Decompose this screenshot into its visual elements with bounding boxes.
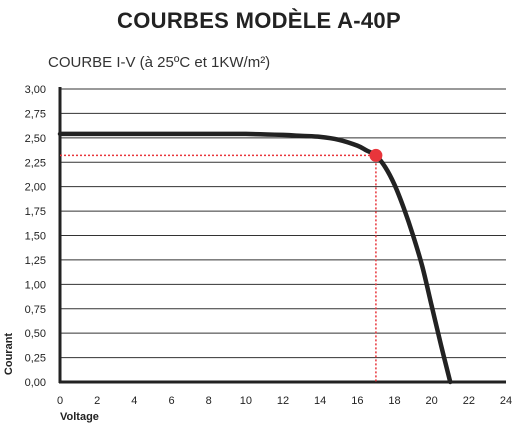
grid-lines [60,88,506,359]
y-tick-label: 1,75 [25,206,46,218]
y-tick-label: 1,25 [25,255,46,267]
x-tick-label: 0 [57,395,63,407]
x-tick-label: 18 [388,395,400,407]
y-tick-label: 0,75 [25,304,46,316]
x-tick-label: 14 [314,395,326,407]
x-tick-label: 20 [426,395,438,407]
x-tick-label: 22 [463,395,475,407]
y-tick-label: 0,25 [25,353,46,365]
max-power-point-marker [369,148,383,162]
x-tick-label: 8 [206,395,212,407]
x-axis-ticks: 0 2 4 6 8 10 12 14 16 18 20 22 24 [57,395,512,407]
x-tick-label: 24 [500,395,512,407]
y-tick-label: 0,00 [25,377,46,389]
y-axis-ticks: 0,00 0,25 0,50 0,75 1,00 1,25 1,50 1,75 2,00 2,25… [25,84,46,389]
guide-lines [60,154,377,382]
y-tick-label: 2,75 [25,108,46,120]
x-axis-title: Voltage [60,411,99,423]
y-tick-label: 2,25 [25,157,46,169]
x-tick-label: 2 [94,395,100,407]
y-tick-label: 0,50 [25,328,46,340]
y-tick-label: 3,00 [25,84,46,96]
chart-subtitle: COURBE I-V (à 25ºC et 1KW/m²) [48,54,271,71]
x-tick-label: 16 [351,395,363,407]
y-tick-label: 2,00 [25,182,46,194]
x-tick-label: 12 [277,395,289,407]
iv-curve-line [57,131,453,385]
page-title: COURBES MODÈLE A-40P [117,8,401,33]
x-tick-label: 4 [131,395,137,407]
y-tick-label: 1,00 [25,279,46,291]
y-axis-title: Courant [3,333,15,376]
y-tick-label: 2,50 [25,133,46,145]
x-tick-label: 6 [168,395,174,407]
y-tick-label: 1,50 [25,231,46,243]
x-tick-label: 10 [240,395,252,407]
